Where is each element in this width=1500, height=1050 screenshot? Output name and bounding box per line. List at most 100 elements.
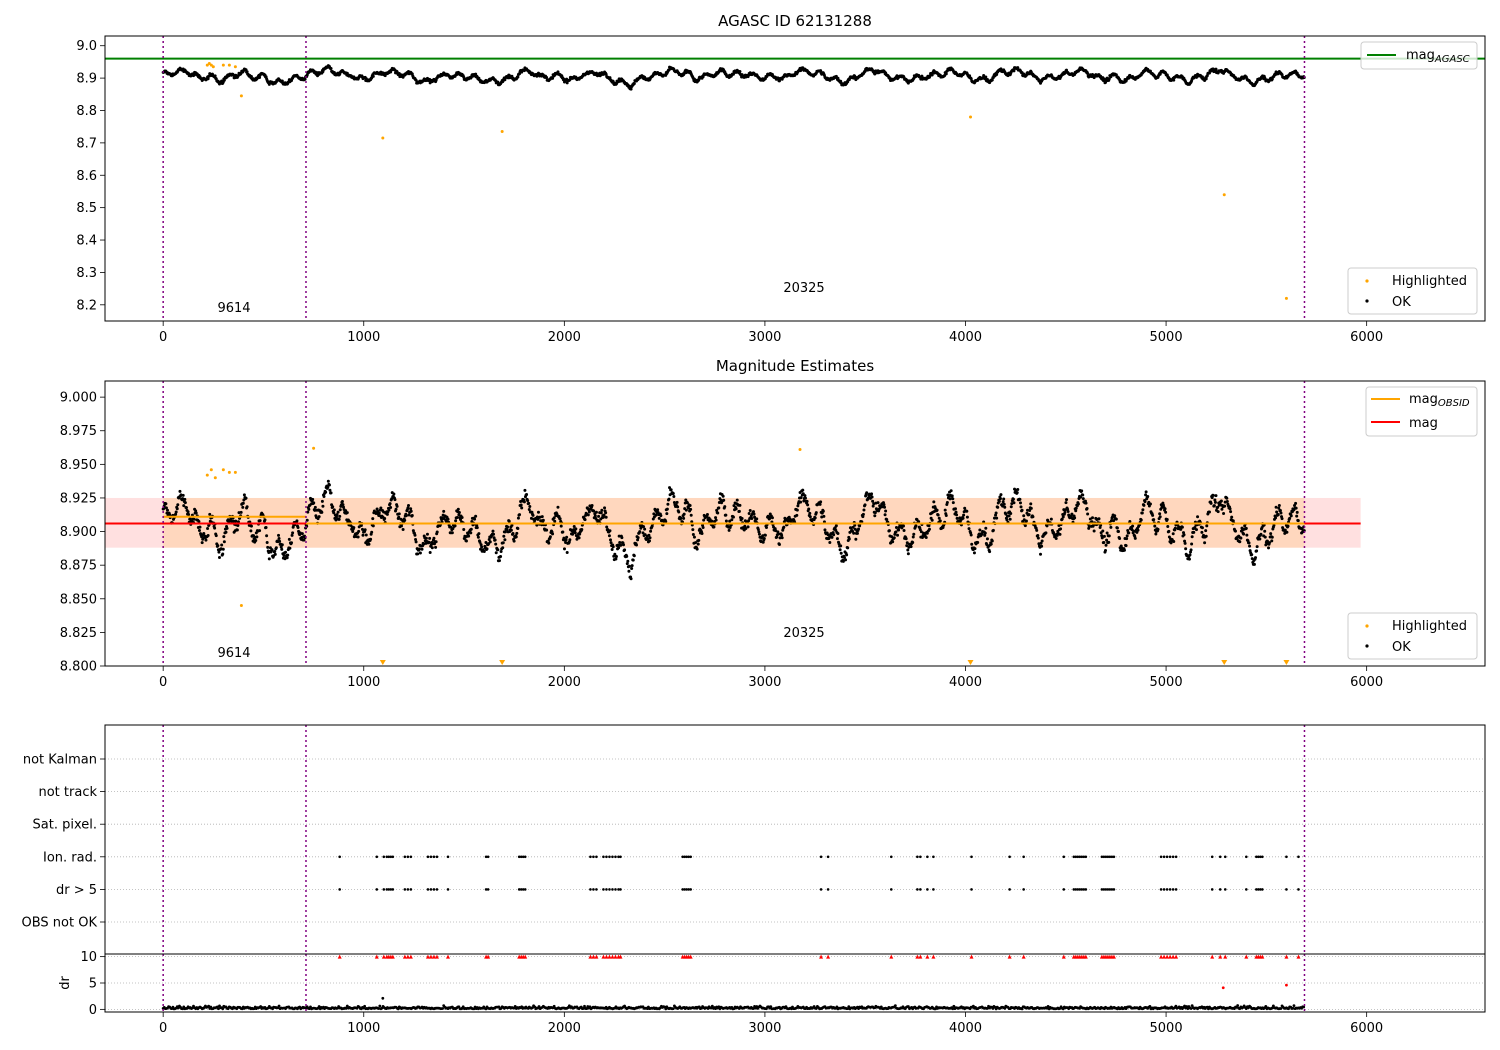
flag-point [970, 888, 973, 891]
flag-point [375, 855, 379, 859]
ok-point [935, 508, 939, 512]
ok-point [428, 550, 432, 554]
ok-point [896, 533, 900, 537]
ok-point [643, 527, 647, 531]
ok-point [630, 564, 634, 568]
ok-point [277, 533, 281, 537]
ok-point [847, 537, 851, 541]
ok-point [357, 529, 361, 533]
ok-point [336, 510, 340, 514]
flag-point [826, 855, 830, 859]
ok-point [948, 497, 952, 501]
ok-point [520, 506, 524, 510]
ok-point [1223, 504, 1227, 508]
ok-point [258, 76, 262, 80]
ok-point [714, 516, 718, 520]
legend-marker-highlighted [1365, 624, 1369, 628]
ok-point [312, 501, 316, 505]
ok-point [610, 547, 614, 551]
ok-point [671, 491, 675, 495]
magnitude-estimates-panel: Magnitude Estimates 8.8008.8258.8508.875… [60, 357, 1486, 690]
ok-point [1092, 529, 1096, 533]
ok-point [819, 69, 823, 73]
ok-point [689, 507, 693, 511]
ok-point [955, 516, 959, 520]
ok-point [1180, 525, 1184, 529]
ok-point [1156, 527, 1160, 531]
ok-point [352, 526, 356, 530]
ok-point [321, 504, 325, 508]
ok-point [1214, 494, 1218, 498]
ok-point [885, 518, 889, 522]
ok-point [455, 516, 459, 520]
ok-point [511, 531, 515, 535]
ok-point [666, 502, 670, 506]
x-tick-label: 6000 [1350, 675, 1383, 690]
ok-point [636, 536, 640, 540]
ok-point [1192, 530, 1196, 534]
flag-point [429, 888, 433, 891]
x-tick-label: 0 [159, 1021, 167, 1036]
ok-point [1136, 528, 1140, 532]
ok-point [208, 512, 212, 516]
ok-point [556, 505, 560, 509]
ok-point [222, 540, 226, 544]
ok-point [1247, 541, 1251, 545]
ok-point [1064, 501, 1068, 505]
ok-point [762, 536, 766, 540]
ok-point [409, 507, 413, 511]
ok-point [321, 70, 325, 74]
ok-point [403, 518, 407, 522]
ok-point [296, 526, 300, 530]
flag-point [1159, 855, 1163, 859]
flag-point [1162, 888, 1166, 891]
ok-point [424, 536, 428, 540]
ok-point [995, 73, 999, 77]
highlighted-offscale-marker [1221, 660, 1228, 665]
ok-point [901, 524, 905, 528]
ok-point [1276, 513, 1280, 517]
y-tick-label: 8.6 [76, 169, 97, 184]
x-tick-label: 2000 [548, 330, 581, 345]
ok-point [665, 512, 669, 516]
ok-point [562, 547, 566, 551]
ok-point [1200, 530, 1204, 534]
flag-point [1174, 855, 1178, 859]
y-tick-label: 8.875 [60, 559, 97, 574]
ok-point [1269, 532, 1273, 536]
ok-point [614, 554, 618, 558]
ok-point [565, 535, 569, 539]
ok-point [990, 78, 994, 82]
panel2-obsid-label-1: 9614 [217, 646, 250, 661]
ok-point [1158, 515, 1162, 519]
ok-point [499, 555, 503, 559]
ok-point [808, 515, 812, 519]
flag-point [595, 855, 598, 859]
ok-point [522, 500, 526, 504]
ok-point [1086, 512, 1090, 516]
highlighted-point [207, 62, 211, 66]
ok-point [795, 513, 799, 517]
flag-point [1062, 888, 1066, 891]
ok-point [474, 514, 478, 518]
flag-row-label: Ion. rad. [43, 850, 97, 865]
ok-point [249, 529, 253, 533]
ok-point [734, 507, 738, 511]
ok-point [551, 532, 555, 536]
ok-point [996, 505, 1000, 509]
x-tick-label: 5000 [1150, 330, 1183, 345]
ok-point [1183, 541, 1187, 545]
ok-point [551, 76, 555, 80]
ok-point [502, 534, 506, 538]
ok-point [1288, 516, 1292, 520]
highlighted-point [233, 65, 237, 69]
ok-point [906, 548, 910, 552]
ok-point [609, 538, 613, 542]
flag-point [1171, 855, 1175, 859]
flag-point [1084, 888, 1088, 891]
ok-point [523, 488, 527, 492]
ok-point [953, 507, 957, 511]
ok-point [473, 517, 477, 521]
